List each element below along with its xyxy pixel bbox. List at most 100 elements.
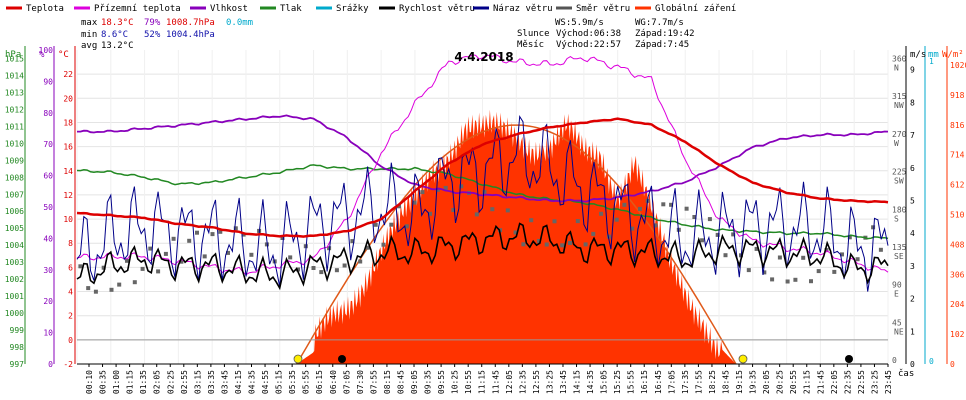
moon-label: Měsíc (517, 40, 544, 50)
wind-direction-point (599, 211, 604, 216)
wind-direction-point (195, 230, 199, 235)
wind-direction-point (443, 185, 448, 190)
wind-direction-point (723, 253, 728, 258)
pct-tick: 20 (43, 297, 53, 306)
sun-label: Slunce (517, 29, 550, 39)
x-tick-label: 04:15 (234, 370, 243, 394)
wind-direction-point (148, 246, 153, 251)
wind-direction-point (327, 246, 332, 251)
sun-rise: Východ:06:38 (556, 29, 621, 39)
x-tick-label: 05:15 (275, 370, 284, 394)
wind-direction-point (373, 222, 378, 227)
deg-tick: 135 (892, 243, 907, 252)
x-tick-label: 03:35 (207, 370, 216, 394)
wind-direction-point (529, 218, 534, 223)
legend-label: Směr větru (576, 4, 630, 14)
wind-direction-point (435, 187, 440, 192)
wm2-tick: 102 (950, 330, 965, 339)
moon-set: Západ:7:45 (635, 40, 689, 50)
x-tick-label: 20:05 (762, 370, 771, 394)
wind-direction-point (630, 226, 635, 231)
pct-tick: 70 (43, 140, 53, 149)
dir-tick: S (894, 214, 899, 223)
legend-label: Přízemní teplota (94, 4, 181, 14)
deg-tick: 45 (892, 318, 902, 327)
x-tick-label: 16:15 (640, 370, 649, 394)
wind-direction-point (638, 206, 642, 211)
wind-direction-point (132, 280, 137, 285)
wind-direction-point (218, 229, 223, 234)
hpa-tick: 1004 (5, 241, 24, 250)
wind-direction-point (653, 223, 658, 228)
mm-tick: 0 (929, 357, 934, 366)
wind-direction-point (93, 289, 98, 294)
wind-direction-point (163, 251, 168, 256)
x-tick-label: 17:05 (667, 370, 676, 394)
wind-direction-point (428, 211, 433, 216)
unit-ms: m/s (910, 50, 926, 60)
x-tick-label: 04:35 (248, 370, 257, 394)
ms-tick: 2 (910, 295, 915, 304)
c-tick: 18 (63, 119, 73, 128)
pct-tick: 60 (43, 172, 53, 181)
wind-direction-point (770, 277, 775, 282)
x-tick-label: 10:25 (451, 370, 460, 394)
stat-max-temp: 18.3°C (101, 18, 134, 28)
wm2-tick: 612 (950, 181, 965, 190)
x-tick-label: 01:15 (126, 370, 135, 394)
deg-tick: 225 (892, 168, 907, 177)
ms-tick: 7 (910, 131, 915, 140)
wind-direction-point (474, 212, 479, 217)
legend-label: Teplota (26, 4, 64, 14)
wind-direction-point (855, 257, 860, 262)
x-tick-label: 23:25 (871, 370, 880, 394)
x-tick-label: 10:55 (464, 370, 473, 394)
hpa-tick: 998 (10, 343, 25, 352)
hpa-tick: 1006 (5, 207, 24, 216)
wm2-tick: 918 (950, 91, 965, 100)
c-tick: 6 (68, 263, 73, 272)
x-tick-label: 01:35 (139, 370, 148, 394)
wind-direction-point (785, 279, 790, 284)
c-tick: 12 (63, 191, 73, 200)
ms-tick: 9 (910, 66, 915, 75)
series-naraz-vetru (76, 114, 889, 292)
wind-direction-point (365, 245, 370, 250)
x-tick-label: 02:55 (180, 370, 189, 394)
x-tick-label: 12:55 (532, 370, 541, 394)
wm2-tick: 0 (950, 360, 955, 369)
wind-direction-point (451, 208, 456, 212)
wind-direction-point (591, 231, 596, 236)
ms-tick: 4 (910, 229, 915, 238)
dir-tick: SW (894, 177, 904, 186)
c-tick: 4 (68, 288, 73, 297)
wind-direction-point (707, 217, 712, 222)
wind-direction-point (202, 254, 207, 259)
wind-direction-point (669, 202, 674, 207)
x-tick-label: 09:35 (424, 370, 433, 394)
x-tick-label: 20:25 (776, 370, 785, 394)
x-tick-label: 07:30 (356, 370, 365, 394)
x-tick-label: 22:35 (843, 370, 852, 394)
wind-direction-point (319, 270, 324, 275)
wind-direction-point (622, 202, 627, 207)
x-tick-label: 02:25 (166, 370, 175, 394)
wind-direction-point (746, 268, 751, 273)
wind-direction-point (847, 235, 852, 240)
pct-tick: 30 (43, 266, 53, 275)
wind-direction-point (459, 184, 464, 189)
stat-avg-temp: 13.2°C (101, 41, 134, 51)
wind-direction-point (575, 219, 580, 224)
unit-mm: mm (928, 50, 939, 60)
legend-label: Náraz větru (493, 4, 553, 14)
wind-direction-point (482, 190, 487, 195)
x-tick-label: 15:55 (627, 370, 636, 394)
stat-min-label: min (81, 30, 97, 40)
wind-direction-point (536, 238, 541, 243)
x-tick-label: 15:25 (613, 370, 622, 394)
x-tick-label: 11:45 (491, 370, 500, 394)
x-tick-label: 21:15 (803, 370, 812, 394)
x-tick-label: 22:55 (857, 370, 866, 394)
wind-direction-point (490, 207, 495, 212)
